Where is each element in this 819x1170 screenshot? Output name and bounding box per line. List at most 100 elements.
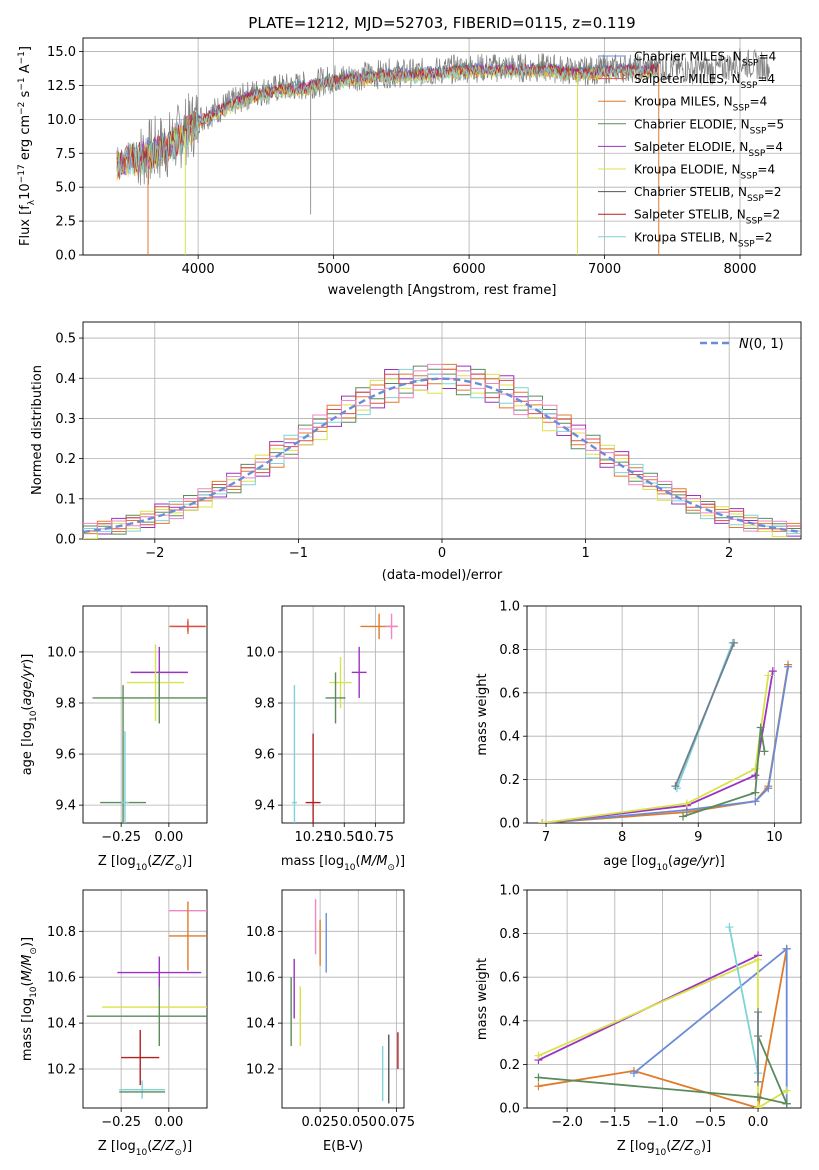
residual-x-label: (data-model)/error [382,568,503,583]
plus-marker [760,747,769,756]
x-tick-label: −1.0 [647,1115,679,1130]
age_vs_mass-x-label: mass [log10(M/M⊙)] [281,854,405,873]
x-tick-label: −0.25 [101,830,141,845]
y-tick-label: 10.4 [246,1017,275,1032]
x-tick-label: 0.00 [154,1115,183,1130]
mass-weight-line [542,670,774,823]
errorbar-point [351,646,367,698]
x-tick-label: 0 [438,546,446,561]
spectrum-y-label: Flux [fλ10−17 erg cm−2 s−1 A−1] [17,46,37,246]
spectrum-lines [116,48,770,255]
legend-label: N(0, 1) [739,337,784,352]
plus-marker [730,638,739,647]
y-tick-label: 0.4 [499,730,520,745]
x-tick-label: 7 [542,830,550,845]
y-tick-label: 0.8 [499,927,520,942]
observed-spectrum-line [136,48,770,186]
legend-label: Kroupa ELODIE, NSSP=4 [634,163,775,182]
y-tick-label: 0.0 [55,249,76,264]
plus-marker [784,662,793,671]
errorbar-point [385,613,398,640]
x-tick-label: −1 [289,546,308,561]
mass_vs_Z-axes: −0.25 0.00 10.2 10.4 10.6 10.8 [47,889,208,1130]
plus-marker [629,1069,638,1078]
legend-label: Kroupa MILES, NSSP=4 [634,95,767,114]
plus-marker [764,784,773,793]
plus-marker [751,788,760,797]
x-tick-label: 5000 [317,262,350,277]
y-tick-label: 10.8 [47,925,76,940]
x-tick-label: 9 [694,830,702,845]
x-tick-label: 0.0 [748,1115,769,1130]
y-tick-label: 0.1 [55,492,76,507]
y-tick-label: 0.4 [499,1014,520,1029]
y-tick-label: 15.0 [47,45,76,60]
y-tick-label: 0.6 [499,686,520,701]
weight_vs_age-axes: 7 8 9 10 0.0 0.2 0.4 0.6 0.8 1.0 [499,600,802,845]
y-tick-label: 12.5 [47,79,76,94]
mass_vs_ebv-x-label: E(B-V) [323,1139,363,1154]
residual-y-label: Normed distribution [30,365,45,495]
y-tick-label: 10.8 [246,925,275,940]
legend-label: Kroupa STELIB, NSSP=2 [634,230,772,249]
weight_vs_age-x-label: age [log10(age/yr)] [603,854,725,873]
plus-marker [782,944,791,953]
plus-marker [534,1051,543,1060]
model-spectrum-line [116,62,659,176]
x-tick-label: 0.075 [378,1115,415,1130]
age_vs_Z-x-label: Z [log10(Z/Z⊙)] [98,854,192,873]
y-tick-label: 10.2 [246,1062,275,1077]
plus-marker [754,955,763,964]
age_vs_mass-frame [281,605,405,824]
y-tick-label: 9.8 [55,697,76,712]
age_vs_Z-y-label: age [log10(age/yr)] [20,654,39,776]
x-tick-label: 8 [618,830,626,845]
mass-weight-line [542,675,770,823]
weight_vs_age-frame [526,605,802,824]
plus-marker [754,1093,763,1102]
y-tick-label: 10.2 [47,1062,76,1077]
y-tick-label: 0.2 [55,452,76,467]
plus-marker [768,667,777,676]
spectrum-frame [82,37,802,256]
mass_vs_ebv-errorbars [290,899,399,1104]
y-tick-label: 0.2 [499,773,520,788]
mass-weight-line [757,1035,788,1104]
y-tick-label: 5.0 [55,181,76,196]
plus-marker [682,799,691,808]
errorbar-point [121,1029,160,1086]
plus-marker [725,923,734,932]
plus-marker [754,1104,763,1108]
errorbar-point [325,672,346,724]
y-tick-label: 0.4 [55,372,76,387]
weight_vs_age-lines [538,638,793,823]
y-tick-label: 0.0 [55,533,76,548]
x-tick-label: 7000 [588,262,621,277]
residual-legend: N(0, 1) [700,337,784,352]
y-tick-label: 10.0 [47,645,76,660]
y-tick-label: 0.8 [499,643,520,658]
y-tick-label: 7.5 [55,147,76,162]
legend-label: Chabrier STELIB, NSSP=2 [634,185,782,204]
mass-weight-line [538,948,788,1108]
legend-label: Salpeter ELODIE, NSSP=4 [634,140,783,159]
errorbar-point [119,1080,166,1099]
y-tick-label: 9.6 [55,748,76,763]
plus-marker [754,1077,763,1086]
x-tick-label: 10.75 [357,830,394,845]
plus-marker [764,671,773,680]
plus-marker [671,782,680,791]
y-tick-label: 10.6 [47,971,76,986]
mass_vs_Z-frame [82,889,208,1109]
x-tick-label: 4000 [182,262,215,277]
x-tick-label: 0.025 [302,1115,339,1130]
x-tick-label: 0.00 [154,830,183,845]
mass_vs_Z-y-label: mass [log10(M/M⊙)] [20,937,39,1061]
errorbar-point [305,733,321,823]
y-tick-label: 10.0 [47,113,76,128]
age_vs_Z-errorbars [92,618,207,823]
plus-marker [782,1099,791,1108]
x-tick-label: −0.5 [695,1115,727,1130]
